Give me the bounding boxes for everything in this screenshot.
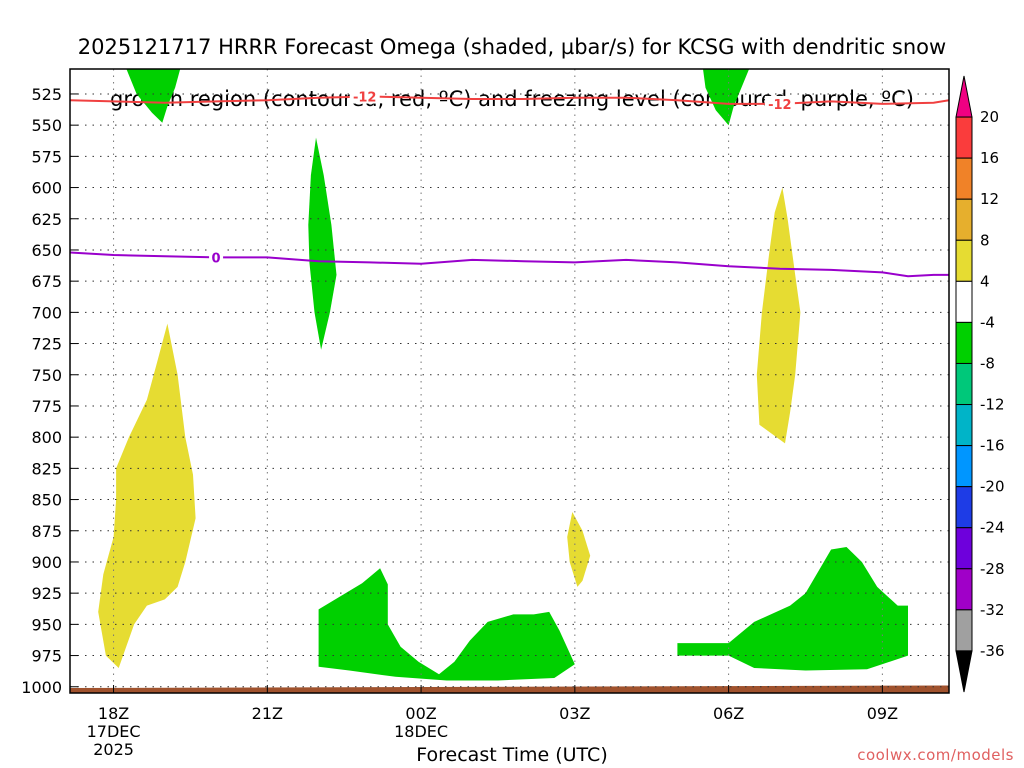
y-tick-label: 850 bbox=[31, 491, 62, 510]
contour-line-2 bbox=[70, 251, 949, 278]
contour-line-1 bbox=[70, 95, 949, 105]
y-tick-label: 700 bbox=[31, 303, 62, 322]
plot-frame bbox=[69, 68, 950, 694]
omega-region-5 bbox=[677, 547, 908, 671]
chart-title-line-1: 2025121717 HRRR Forecast Omega (shaded, … bbox=[77, 35, 947, 59]
omega-region-7 bbox=[567, 512, 591, 587]
y-tick-label: 800 bbox=[31, 428, 62, 447]
colorbar-swatch bbox=[955, 568, 973, 611]
y-tick-label: 675 bbox=[31, 272, 62, 291]
y-tick-label: 1000 bbox=[21, 678, 62, 697]
contour-layer: -12 -12 0 bbox=[70, 88, 949, 278]
colorbar-swatch bbox=[955, 609, 973, 652]
x-tick-label: 06Z bbox=[713, 704, 744, 723]
y-tick-label: 825 bbox=[31, 459, 62, 478]
colorbar: 20 16 12 8 4 -4 -8 -12 -16 -20 -24 -28 -32 -36 bbox=[955, 75, 1005, 693]
colorbar-swatch bbox=[955, 280, 973, 323]
chart-title: 2025121717 HRRR Forecast Omega (shaded, … bbox=[0, 8, 1024, 138]
omega-region-4 bbox=[318, 568, 575, 681]
y-tick-label: 525 bbox=[31, 85, 62, 104]
omega-region-3 bbox=[308, 137, 337, 350]
y-tick-label: 925 bbox=[31, 584, 62, 603]
colorbar-tick-label: -24 bbox=[980, 519, 1005, 537]
y-tick-label: 900 bbox=[31, 553, 62, 572]
contour-label: -12 bbox=[353, 91, 377, 106]
colorbar-swatch bbox=[955, 486, 973, 529]
colorbar-tick-label: -36 bbox=[980, 642, 1005, 660]
x-tick-sublabel: 18DEC bbox=[394, 722, 448, 741]
colorbar-swatch bbox=[955, 198, 973, 241]
y-tick-label: 600 bbox=[31, 179, 62, 198]
colorbar-swatch bbox=[955, 239, 973, 282]
colorbar-tick-label: -28 bbox=[980, 560, 1005, 578]
credit-text: coolwx.com/models bbox=[857, 746, 1014, 764]
colorbar-bottom-triangle bbox=[955, 650, 973, 693]
colorbar-tick-label: 20 bbox=[980, 108, 999, 126]
colorbar-tick-label: 16 bbox=[980, 149, 999, 167]
y-tick-label: 725 bbox=[31, 335, 62, 354]
y-tick-label: 625 bbox=[31, 210, 62, 229]
colorbar-tick-label: -16 bbox=[980, 437, 1005, 455]
omega-shading-layer bbox=[98, 69, 908, 681]
colorbar-tick-label: 4 bbox=[980, 272, 990, 290]
contour-label-bg bbox=[349, 88, 380, 104]
colorbar-swatch bbox=[955, 527, 973, 570]
omega-region-8 bbox=[756, 187, 801, 444]
x-tick-label: 21Z bbox=[252, 704, 283, 723]
y-tick-label: 575 bbox=[31, 147, 62, 166]
y-tick-label: 550 bbox=[31, 116, 62, 135]
colorbar-swatch bbox=[955, 445, 973, 488]
colorbar-tick-label: -32 bbox=[980, 601, 1005, 619]
colorbar-swatch bbox=[955, 157, 973, 200]
x-tick-label: 09Z bbox=[867, 704, 898, 723]
contour-label: -12 bbox=[768, 98, 792, 113]
x-axis-title: Forecast Time (UTC) bbox=[416, 744, 608, 766]
contour-label: 0 bbox=[212, 251, 221, 266]
y-tick-label: 975 bbox=[31, 647, 62, 666]
colorbar-top-triangle bbox=[955, 75, 973, 118]
colorbar-swatch bbox=[955, 116, 973, 159]
colorbar-tick-label: 8 bbox=[980, 231, 990, 249]
y-tick-label: 750 bbox=[31, 366, 62, 385]
colorbar-swatch bbox=[955, 404, 973, 447]
axis-layer: 525 550 575 600 625 650 675 700 725 750 775 800 825 8… bbox=[21, 68, 950, 759]
x-tick-label: 00Z bbox=[405, 704, 436, 723]
contour-label-bg bbox=[209, 249, 224, 265]
colorbar-tick-label: -8 bbox=[980, 354, 995, 372]
x-tick-sublabel: 17DEC bbox=[87, 722, 141, 741]
y-tick-label: 875 bbox=[31, 522, 62, 541]
terrain-layer bbox=[70, 685, 949, 693]
x-tick-label: 03Z bbox=[559, 704, 590, 723]
colorbar-tick-label: 12 bbox=[980, 190, 999, 208]
colorbar-tick-label: -12 bbox=[980, 396, 1005, 414]
omega-region-2 bbox=[703, 69, 750, 126]
y-tick-label: 650 bbox=[31, 241, 62, 260]
y-tick-label: 775 bbox=[31, 397, 62, 416]
colorbar-swatch bbox=[955, 362, 973, 406]
omega-region-6 bbox=[98, 323, 196, 668]
colorbar-swatch bbox=[955, 321, 973, 364]
grid-layer bbox=[70, 69, 949, 693]
y-tick-label: 950 bbox=[31, 615, 62, 634]
contour-label-bg bbox=[764, 95, 795, 111]
colorbar-tick-label: -4 bbox=[980, 313, 995, 331]
omega-region-1 bbox=[126, 69, 181, 123]
colorbar-tick-label: -20 bbox=[980, 478, 1005, 496]
x-tick-sublabel: 2025 bbox=[93, 740, 134, 759]
terrain-ground bbox=[70, 685, 949, 693]
x-tick-label: 18Z bbox=[98, 704, 129, 723]
